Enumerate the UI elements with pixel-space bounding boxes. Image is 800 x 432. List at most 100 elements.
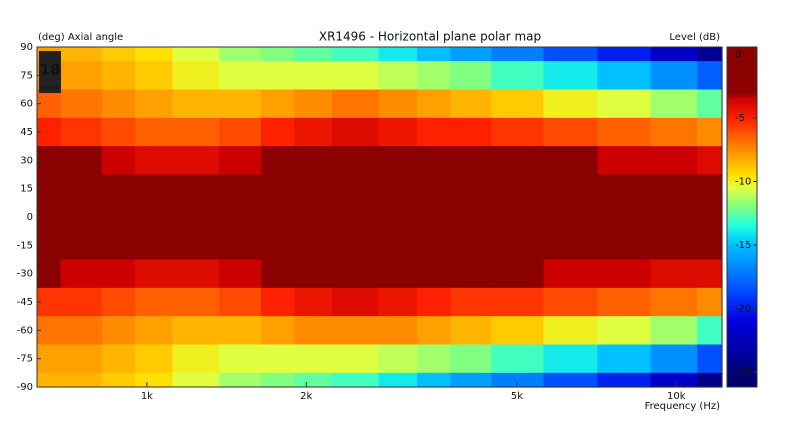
heatmap-cell (219, 146, 262, 176)
colorbar-segment (727, 123, 757, 127)
colorbar-segment (727, 134, 757, 139)
colorbar-segment (727, 341, 757, 345)
heatmap-cell (331, 231, 380, 261)
heatmap-cell (172, 61, 220, 91)
colorbar-segment (727, 146, 757, 150)
logo-brand: SOUND (41, 86, 60, 92)
y-tick-label: -30 (17, 269, 33, 280)
colorbar-segment (727, 171, 757, 175)
colorbar-segment (727, 268, 757, 272)
heatmap-cell (294, 202, 333, 232)
heatmap-cell (60, 287, 103, 317)
heatmap-cell (650, 117, 698, 147)
colorbar-segment (727, 95, 757, 99)
heatmap-cell (101, 259, 136, 289)
y-tick-label: -90 (17, 382, 33, 393)
heatmap-cell (450, 287, 492, 317)
heatmap-cell (134, 174, 174, 204)
heatmap-cell (60, 344, 103, 374)
colorbar-segment (727, 372, 757, 377)
overlay: 90 75 60 45 30 15 0 -15 -30 -45 -60 -75 -90 1k 2k 5k 10k… (17, 42, 758, 402)
y-tick-label: 15 (20, 184, 33, 195)
heatmap-cell (417, 259, 451, 289)
heatmap-cell (543, 202, 599, 232)
heatmap-cell (450, 202, 492, 232)
heatmap-cell (417, 117, 451, 147)
colorbar-segment (727, 384, 757, 388)
heatmap-cell (650, 316, 698, 346)
heatmap-cell (650, 47, 698, 62)
heatmap-cell (219, 372, 262, 388)
colorbar-segment (727, 316, 757, 320)
heatmap-cell (294, 287, 333, 317)
heatmap-cell (101, 344, 136, 374)
colorbar-segment (727, 239, 757, 243)
heatmap-cell (294, 259, 333, 289)
heatmap-cell (378, 117, 418, 147)
heatmap-cell (37, 231, 62, 261)
heatmap-cell (172, 316, 220, 346)
heatmap-cell (378, 89, 418, 119)
colorbar-segment (727, 276, 757, 280)
colorbar-segment (727, 245, 757, 249)
heatmap-cell (491, 202, 545, 232)
heatmap-cell (491, 372, 545, 388)
colorbar-segment (727, 225, 757, 229)
colorbar-segment (727, 140, 757, 144)
heatmap-cell (172, 231, 220, 261)
heatmap-cell (37, 259, 62, 289)
heatmap-cell (37, 372, 62, 388)
heatmap-cell (697, 61, 723, 91)
colorbar-segment (727, 256, 757, 260)
x-tick-label: 2k (300, 391, 312, 402)
colorbar-segment (727, 52, 757, 56)
colorbar-segment (727, 188, 757, 192)
colorbar-segment (727, 285, 757, 289)
colorbar-segment (727, 58, 757, 62)
heatmap-cell (261, 231, 295, 261)
heatmap-cell (417, 231, 451, 261)
y-axis-label: (deg) Axial angle (38, 32, 123, 43)
heatmap-cell (417, 47, 451, 62)
heatmap-cell (60, 61, 103, 91)
colorbar-segment (727, 103, 757, 107)
heatmap-cell (417, 61, 451, 91)
heatmap-cell (261, 146, 295, 176)
heatmap-cell (261, 372, 295, 388)
chart-title: XR1496 - Horizontal plane polar map (319, 30, 541, 44)
heatmap-cell (491, 61, 545, 91)
colorbar-segment (727, 157, 757, 161)
colorbar-segment (727, 262, 757, 266)
heatmap-cell (294, 174, 333, 204)
heatmap-cell (543, 47, 599, 62)
colorbar-segment (727, 72, 757, 76)
x-tick-label: 10k (667, 391, 686, 402)
heatmap-cell (261, 61, 295, 91)
colorbar-segment (727, 200, 757, 204)
colorbar-segment (727, 265, 757, 269)
colorbar-segment (727, 168, 757, 173)
x-axis-label: Frequency (Hz) (645, 401, 721, 412)
heatmap-cell (697, 316, 723, 346)
colorbar-segment (727, 117, 757, 122)
heatmap-cell (134, 372, 174, 388)
colorbar-segment (727, 211, 757, 215)
heatmap-cell (172, 146, 220, 176)
heatmap-cell (101, 61, 136, 91)
heatmap-cell (597, 47, 652, 62)
colorbar-segment (727, 253, 757, 258)
x-tick-label: 1k (141, 391, 153, 402)
heatmap-cell (172, 202, 220, 232)
colorbar-segment (727, 202, 757, 207)
colorbar-segment (727, 361, 757, 365)
colorbar-segment (727, 129, 757, 133)
heatmap-cell (543, 146, 599, 176)
colorbar-segment (727, 242, 757, 246)
heatmap-cell (450, 174, 492, 204)
heatmap-cell (331, 372, 380, 388)
y-tick-label: -45 (17, 297, 33, 308)
colorbar-segment (727, 180, 757, 184)
heatmap-cell (172, 372, 220, 388)
colorbar-segment (727, 273, 757, 277)
